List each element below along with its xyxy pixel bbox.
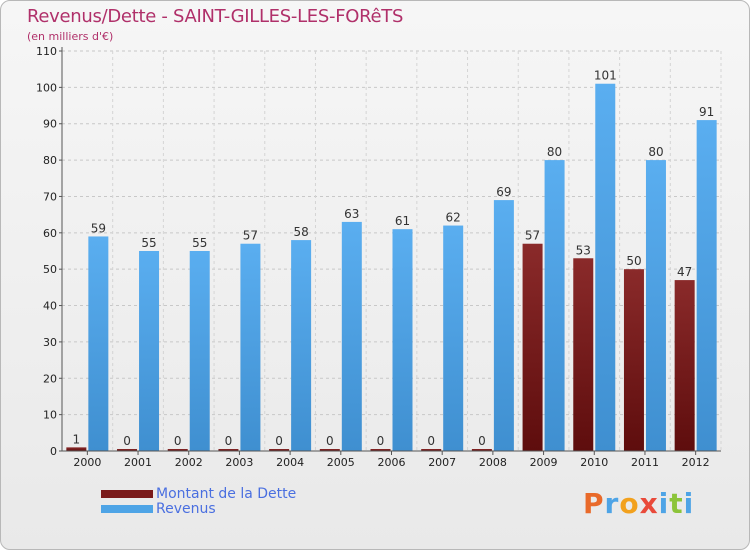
- data-label-debt: 47: [677, 265, 692, 279]
- chart-title: Revenus/Dette - SAINT-GILLES-LES-FORêTS: [27, 6, 404, 27]
- bar-debt: [421, 449, 442, 451]
- data-label-debt: 0: [275, 434, 283, 448]
- bar-revenue: [88, 236, 109, 451]
- x-tick-label: 2006: [378, 456, 406, 469]
- x-tick-label: 2011: [631, 456, 659, 469]
- data-label-debt: 0: [377, 434, 385, 448]
- bar-revenue: [493, 200, 514, 451]
- bar-debt: [522, 243, 543, 451]
- bar-debt: [623, 269, 644, 451]
- y-tick-label: 20: [43, 372, 57, 385]
- logo-letter: i: [683, 487, 695, 520]
- bar-revenue: [392, 229, 413, 451]
- bar-revenue: [291, 240, 312, 451]
- x-tick-label: 2001: [124, 456, 152, 469]
- data-label-revenue: 61: [395, 214, 410, 228]
- x-tick-label: 2012: [682, 456, 710, 469]
- bar-revenue: [341, 221, 362, 451]
- y-tick-label: 90: [43, 118, 57, 131]
- legend-label-debt: Montant de la Dette: [156, 486, 297, 502]
- data-label-revenue: 55: [192, 236, 207, 250]
- x-tick-label: 2008: [479, 456, 507, 469]
- bar-revenue: [645, 160, 666, 451]
- data-label-revenue: 101: [594, 69, 617, 83]
- logo-letter: P: [583, 487, 605, 520]
- x-tick-label: 2003: [225, 456, 253, 469]
- bar-debt: [269, 449, 290, 451]
- data-label-revenue: 91: [699, 105, 714, 119]
- logo-letter: o: [619, 487, 640, 520]
- x-tick-label: 2000: [73, 456, 101, 469]
- bar-debt: [218, 449, 239, 451]
- y-tick-label: 0: [50, 445, 57, 458]
- y-tick-label: 10: [43, 409, 57, 422]
- bar-debt: [66, 447, 87, 451]
- data-label-debt: 1: [73, 432, 81, 446]
- legend-label-revenue: Revenus: [156, 501, 216, 517]
- bar-debt: [319, 449, 340, 451]
- data-label-debt: 57: [525, 229, 540, 243]
- bars: [66, 83, 717, 452]
- bar-revenue: [189, 251, 210, 451]
- bar-debt: [573, 258, 594, 451]
- bar-revenue: [443, 225, 464, 451]
- y-tick-label: 70: [43, 190, 57, 203]
- data-label-revenue: 69: [496, 185, 511, 199]
- bar-revenue: [240, 243, 261, 451]
- y-tick-label: 100: [36, 81, 57, 94]
- x-tick-label: 2010: [580, 456, 608, 469]
- bar-debt: [674, 280, 695, 451]
- bar-debt: [471, 449, 492, 451]
- x-tick-label: 2002: [175, 456, 203, 469]
- data-label-revenue: 55: [141, 236, 156, 250]
- data-label-revenue: 57: [243, 229, 258, 243]
- data-label-debt: 0: [427, 434, 435, 448]
- data-label-revenue: 80: [547, 145, 562, 159]
- logo-letter: x: [639, 487, 659, 520]
- bar-revenue: [139, 251, 160, 451]
- legend-swatch-debt: [101, 490, 153, 498]
- data-label-debt: 50: [626, 254, 641, 268]
- data-label-revenue: 62: [446, 211, 461, 225]
- data-label-revenue: 58: [293, 225, 308, 239]
- y-tick-label: 30: [43, 336, 57, 349]
- axes: [59, 47, 721, 455]
- bar-revenue: [696, 120, 717, 451]
- bar-revenue: [544, 160, 565, 451]
- logo-letter: i: [658, 487, 670, 520]
- data-label-revenue: 80: [648, 145, 663, 159]
- bar-debt: [117, 449, 138, 451]
- y-tick-label: 80: [43, 154, 57, 167]
- data-label-debt: 53: [576, 243, 591, 257]
- bar-debt: [370, 449, 391, 451]
- data-label-debt: 0: [225, 434, 233, 448]
- data-label-debt: 0: [478, 434, 486, 448]
- data-label-debt: 0: [326, 434, 334, 448]
- grid-lines: [61, 50, 722, 452]
- y-tick-label: 60: [43, 227, 57, 240]
- x-tick-label: 2009: [530, 456, 558, 469]
- y-tick-label: 40: [43, 300, 57, 313]
- logo-letter: r: [604, 487, 620, 520]
- data-label-revenue: 59: [91, 221, 106, 235]
- x-tick-label: 2005: [327, 456, 355, 469]
- y-tick-label: 50: [43, 263, 57, 276]
- data-label-revenue: 63: [344, 207, 359, 221]
- bar-debt: [167, 449, 188, 451]
- legend-swatch-revenue: [101, 505, 153, 513]
- y-tick-label: 110: [36, 45, 57, 58]
- x-tick-label: 2007: [428, 456, 456, 469]
- labels: 0102030405060708090100110159200005520010…: [36, 45, 714, 469]
- chart-subtitle: (en milliers d'€): [27, 30, 114, 43]
- proxiti-logo: Proxiti: [583, 487, 694, 520]
- bar-revenue: [595, 83, 616, 452]
- x-tick-label: 2004: [276, 456, 304, 469]
- data-label-debt: 0: [174, 434, 182, 448]
- logo-letter: t: [669, 487, 684, 520]
- data-label-debt: 0: [123, 434, 131, 448]
